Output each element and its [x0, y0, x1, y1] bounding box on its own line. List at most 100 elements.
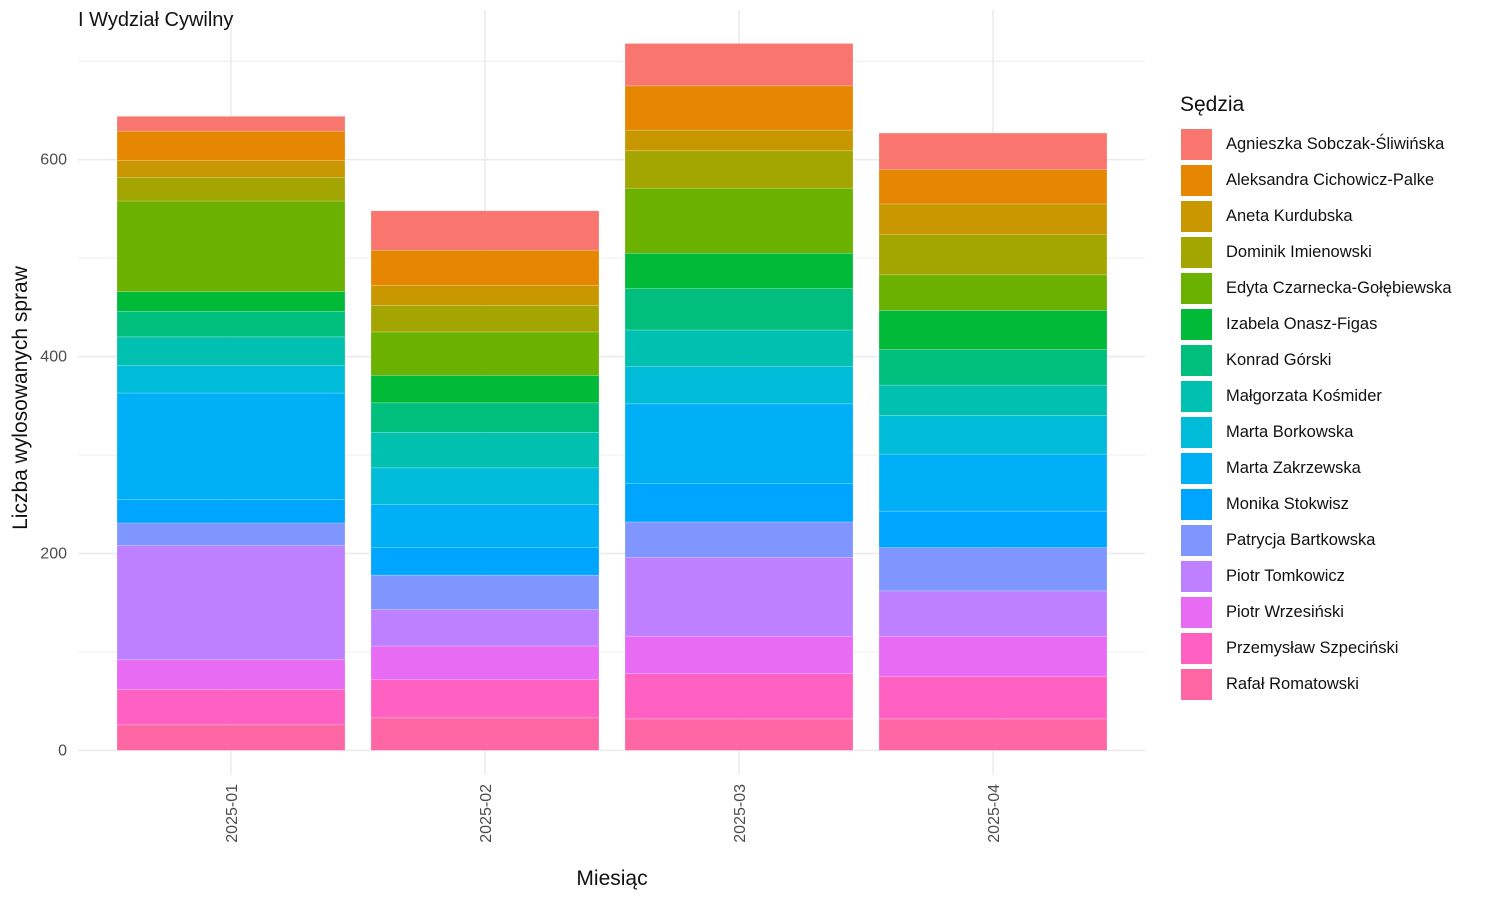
legend-swatch: [1180, 343, 1213, 377]
bar-segment: [116, 659, 346, 690]
legend-entry: Marta Borkowska: [1180, 414, 1452, 450]
bar-segment: [878, 590, 1108, 637]
chart-title: I Wydział Cywilny: [78, 9, 233, 31]
bar-segment: [624, 288, 854, 331]
bar-segment: [116, 116, 346, 132]
bar-segment: [878, 169, 1108, 205]
bar-segment: [624, 403, 854, 484]
legend-entry: Dominik Imienowski: [1180, 234, 1452, 270]
y-axis-title: Liczba wylosowanych spraw: [9, 265, 32, 530]
bar-segment: [878, 234, 1108, 276]
legend-label: Agnieszka Sobczak-Śliwińska: [1226, 134, 1445, 153]
bar-segment: [116, 365, 346, 394]
legend-swatch: [1180, 667, 1213, 701]
legend-label: Przemysław Szpeciński: [1226, 638, 1399, 657]
legend-entry: Aneta Kurdubska: [1180, 198, 1452, 234]
bar-segment: [624, 557, 854, 637]
bar-segment: [624, 43, 854, 87]
legend-label: Rafał Romatowski: [1226, 674, 1359, 693]
bar-segment: [624, 187, 854, 254]
legend-swatch: [1180, 559, 1213, 593]
bar-segment: [878, 453, 1108, 512]
legend-label: Patrycja Bartkowska: [1226, 530, 1376, 549]
bar-segment: [878, 309, 1108, 350]
legend-label: Aleksandra Cichowicz-Palke: [1226, 170, 1435, 189]
x-tick-label: 2025-02: [478, 784, 495, 843]
legend-items: Agnieszka Sobczak-Śliwińska Aleksandra Ci…: [1180, 126, 1452, 702]
bar-segment: [116, 336, 346, 366]
legend-label: Piotr Tomkowicz: [1226, 566, 1345, 585]
bar-segment: [116, 200, 346, 292]
legend-entry: Aleksandra Cichowicz-Palke: [1180, 162, 1452, 198]
legend-entry: Agnieszka Sobczak-Śliwińska: [1180, 126, 1452, 162]
legend-swatch: [1180, 163, 1213, 197]
x-tick-label: 2025-01: [224, 784, 241, 843]
bar-segment: [624, 483, 854, 523]
y-tick-label: 200: [40, 545, 67, 562]
bar-segment: [624, 673, 854, 720]
legend-entry: Edyta Czarnecka-Gołębiewska: [1180, 270, 1452, 306]
legend-swatch: [1180, 235, 1213, 269]
bar-segment: [624, 252, 854, 289]
bar-segment: [624, 329, 854, 367]
bar-segment: [370, 467, 600, 505]
bar-segment: [624, 129, 854, 152]
bar-segment: [624, 635, 854, 674]
bar-segment: [116, 160, 346, 178]
bar-segment: [370, 547, 600, 576]
legend-label: Izabela Onasz-Figas: [1226, 314, 1378, 333]
bar-segment: [878, 676, 1108, 720]
bar-segment: [116, 522, 346, 546]
legend-swatch: [1180, 271, 1213, 305]
legend-swatch: [1180, 487, 1213, 521]
legend: Sędzia Agnieszka Sobczak-Śliwińska Aleksa…: [1180, 93, 1452, 702]
bar-segment: [624, 85, 854, 131]
bar-segment: [370, 210, 600, 251]
legend-swatch: [1180, 379, 1213, 413]
bar-segment: [116, 545, 346, 661]
legend-label: Piotr Wrzesiński: [1226, 602, 1344, 621]
bar-segment: [370, 285, 600, 306]
legend-label: Małgorzata Kośmider: [1226, 386, 1382, 405]
legend-swatch: [1180, 415, 1213, 449]
bar-segment: [370, 305, 600, 333]
bar-segment: [116, 689, 346, 726]
legend-swatch: [1180, 631, 1213, 665]
legend-swatch: [1180, 127, 1213, 161]
legend-swatch: [1180, 595, 1213, 629]
bar-segment: [116, 177, 346, 202]
bar-segment: [878, 718, 1108, 751]
legend-entry: Przemysław Szpeciński: [1180, 630, 1452, 666]
bar-segment: [116, 130, 346, 161]
bar-segment: [624, 366, 854, 405]
legend-entry: Monika Stokwisz: [1180, 486, 1452, 522]
bar-segment: [370, 503, 600, 548]
bar-segment: [370, 679, 600, 719]
bar-segment: [624, 718, 854, 751]
bar-segment: [370, 574, 600, 610]
bar-segment: [116, 310, 346, 338]
bar-segment: [878, 510, 1108, 548]
bar-segment: [116, 291, 346, 312]
bar-segment: [370, 374, 600, 404]
bar-segment: [878, 635, 1108, 677]
bar-segment: [116, 724, 346, 751]
x-axis-title: Miesiąc: [576, 867, 647, 890]
legend-label: Konrad Górski: [1226, 350, 1332, 369]
legend-entry: Piotr Wrzesiński: [1180, 594, 1452, 630]
bar-segment: [878, 415, 1108, 455]
legend-entry: Patrycja Bartkowska: [1180, 522, 1452, 558]
legend-title: Sędzia: [1180, 93, 1245, 116]
legend-entry: Izabela Onasz-Figas: [1180, 306, 1452, 342]
legend-label: Dominik Imienowski: [1226, 242, 1372, 261]
bar-segment: [370, 249, 600, 286]
legend-label: Aneta Kurdubska: [1226, 206, 1353, 225]
bar-segment: [370, 645, 600, 680]
y-tick-label: 600: [40, 152, 67, 169]
bar-segment: [878, 274, 1108, 311]
legend-label: Monika Stokwisz: [1226, 494, 1349, 513]
legend-label: Marta Borkowska: [1226, 422, 1354, 441]
legend-entry: Rafał Romatowski: [1180, 666, 1452, 702]
legend-swatch: [1180, 451, 1213, 485]
